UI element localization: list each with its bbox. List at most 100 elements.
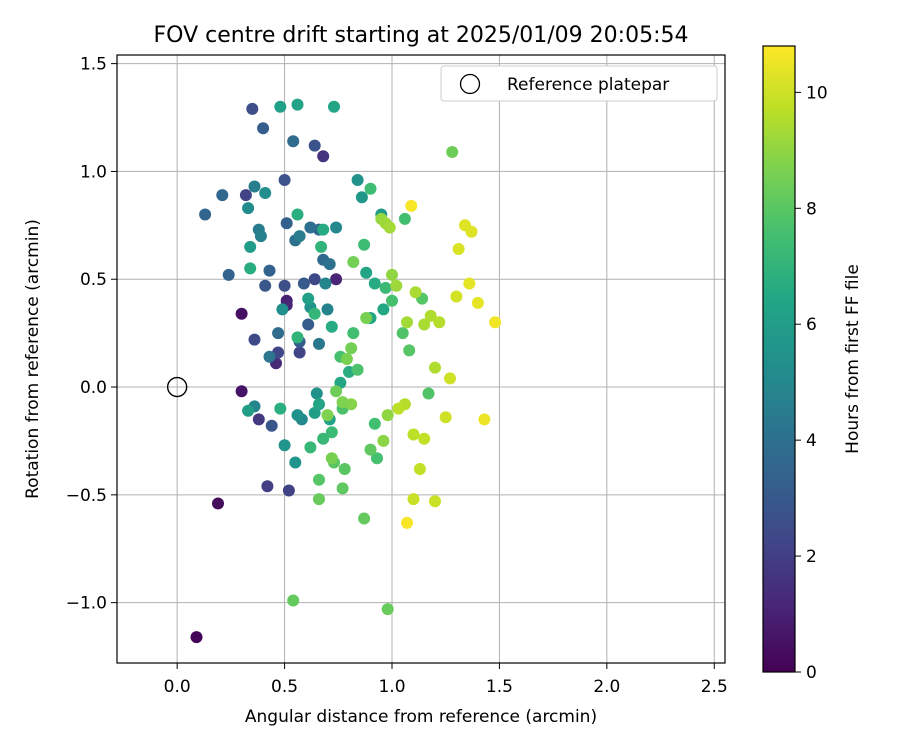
scatter-point — [368, 417, 381, 430]
scatter-point — [293, 346, 306, 359]
colorbar-frame — [762, 45, 796, 673]
scatter-point — [383, 221, 396, 234]
scatter-point — [319, 277, 332, 290]
scatter-point — [377, 303, 390, 316]
scatter-point — [465, 225, 478, 238]
scatter-point — [407, 428, 420, 441]
scatter-point — [360, 266, 373, 279]
scatter-point — [248, 333, 261, 346]
scatter-point — [313, 398, 325, 411]
scatter-point — [429, 361, 441, 374]
colorbar-tick-label: 2 — [806, 547, 817, 567]
scatter-point — [235, 385, 248, 398]
scatter-point — [287, 594, 300, 607]
legend-box — [440, 65, 718, 102]
scatter-points — [190, 98, 502, 644]
scatter-point — [293, 230, 306, 243]
y-axis-label: Rotation from reference (arcmin) — [23, 219, 43, 499]
scatter-point — [381, 409, 394, 422]
scatter-point — [257, 122, 270, 135]
x-tick-label: 2.0 — [593, 677, 620, 697]
scatter-point — [364, 182, 377, 195]
colorbar-label: Hours from first FF file — [843, 264, 863, 454]
colorbar: 0 2 4 6 8 10 Hours from first FF file — [762, 45, 863, 683]
scatter-point — [338, 463, 351, 475]
scatter-point — [212, 497, 224, 510]
scatter-point — [433, 316, 446, 329]
legend-open-circle-icon — [459, 73, 481, 95]
x-tick-label: 0.0 — [164, 677, 191, 697]
scatter-point — [199, 208, 212, 221]
scatter-point — [291, 98, 304, 111]
scatter-point — [398, 212, 411, 225]
x-tick-label: 2.5 — [701, 677, 728, 697]
scatter-point — [478, 413, 491, 426]
scatter-point — [328, 100, 340, 113]
scatter-point — [368, 277, 381, 290]
grid — [117, 55, 725, 663]
scatter-point — [291, 208, 304, 221]
scatter-point — [259, 279, 272, 292]
scatter-point — [291, 409, 304, 422]
colorbar-tick-label: 4 — [806, 431, 817, 451]
scatter-point — [291, 331, 304, 344]
colorbar-tick-label: 8 — [806, 199, 817, 219]
scatter-point — [242, 202, 255, 215]
scatter-point — [330, 273, 343, 286]
y-axis-ticks: −1.0 −0.5 0.0 0.5 1.0 1.5 — [66, 55, 117, 614]
scatter-point — [347, 327, 360, 340]
scatter-point — [463, 277, 476, 290]
scatter-point — [379, 281, 392, 294]
scatter-point — [409, 286, 422, 299]
scatter-point — [323, 258, 336, 271]
colorbar-gradient — [763, 46, 795, 672]
scatter-point — [252, 413, 265, 426]
scatter-point — [392, 402, 405, 415]
scatter-point — [289, 456, 302, 469]
scatter-point — [347, 256, 360, 268]
scatter-point — [313, 473, 325, 486]
scatter-point — [308, 139, 321, 152]
scatter-point — [336, 482, 349, 495]
scatter-point — [263, 350, 276, 363]
scatter-point — [330, 385, 343, 398]
scatter-point — [364, 443, 377, 456]
scatter-point — [274, 402, 287, 415]
reference-marker-layer — [166, 376, 188, 398]
scatter-point — [274, 100, 287, 113]
chart-title: FOV centre drift starting at 2025/01/09 … — [154, 23, 689, 48]
scatter-point — [313, 493, 325, 506]
scatter-point — [358, 238, 371, 251]
scatter-point — [401, 316, 413, 329]
x-tick-label: 0.5 — [271, 677, 298, 697]
scatter-point — [242, 404, 255, 417]
colorbar-tick-label: 6 — [806, 315, 817, 335]
scatter-point — [325, 452, 338, 465]
scatter-point — [317, 432, 330, 445]
colorbar-ticks: 0 2 4 6 8 10 — [795, 83, 828, 683]
scatter-point — [239, 189, 252, 202]
scatter-point — [317, 223, 330, 236]
scatter-point — [396, 327, 409, 340]
scatter-point — [244, 262, 257, 275]
scatter-point — [471, 296, 484, 309]
scatter-point — [278, 174, 291, 186]
scatter-point — [403, 344, 416, 357]
reference-platepar-marker — [166, 376, 188, 398]
scatter-point — [282, 484, 295, 497]
x-tick-label: 1.0 — [378, 677, 405, 697]
scatter-point — [302, 318, 315, 331]
y-tick-label: 0.5 — [80, 270, 107, 290]
y-tick-label: −0.5 — [66, 486, 107, 506]
scatter-point — [390, 279, 403, 292]
scatter-point — [351, 174, 364, 186]
scatter-point — [321, 409, 334, 422]
scatter-point — [429, 495, 441, 508]
scatter-point — [276, 303, 289, 316]
scatter-point — [280, 217, 293, 230]
scatter-point — [248, 180, 261, 193]
scatter-point — [330, 221, 343, 234]
scatter-point — [407, 493, 420, 506]
scatter-point — [308, 273, 321, 286]
